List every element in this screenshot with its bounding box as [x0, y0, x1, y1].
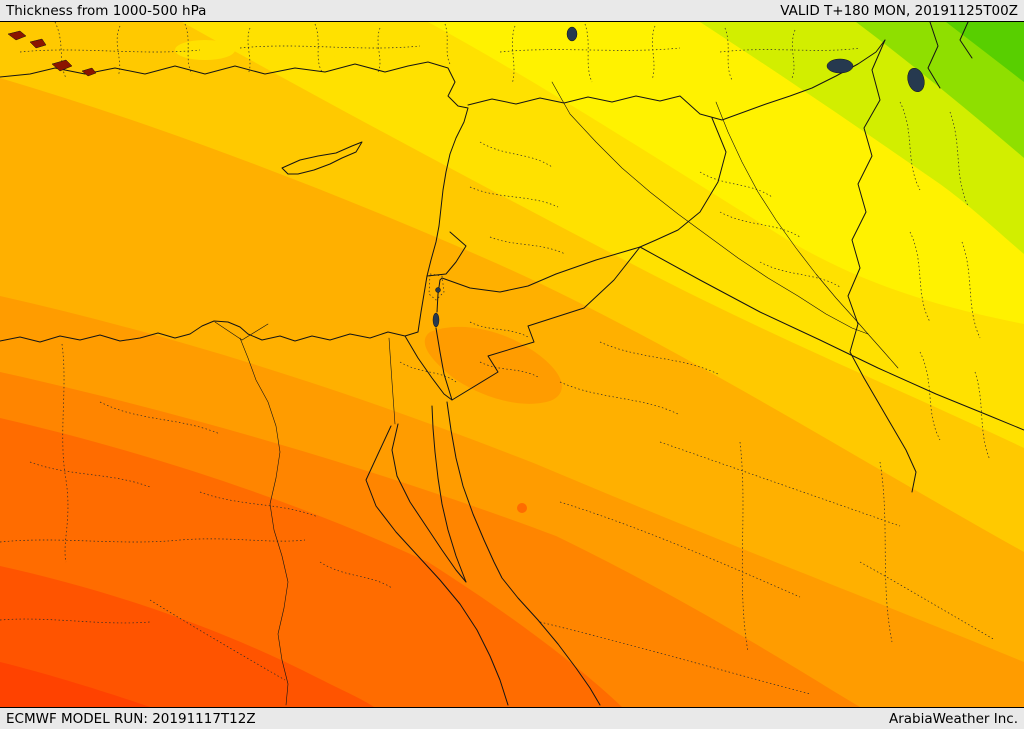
river-shatt-al-arab [867, 333, 899, 369]
lake-tuz [566, 26, 578, 42]
island-4 [81, 67, 97, 77]
cool-pocket-anatolia-2 [310, 56, 354, 72]
warm-spot-red-sea [517, 503, 527, 513]
footer-bar: ECMWF MODEL RUN: 20191117T12Z ArabiaWeat… [0, 707, 1024, 729]
border-caucasus-1 [927, 22, 941, 89]
thickness-bands [0, 22, 1024, 707]
model-run-label: ECMWF MODEL RUN: 20191117T12Z [6, 710, 256, 727]
coast-cyprus [281, 141, 363, 175]
border-israel-jordan [435, 277, 453, 401]
border-egypt-israel [404, 335, 453, 401]
coast-aqaba-saudi [446, 401, 601, 706]
water-bodies [432, 26, 925, 328]
border-turkey-syria-iraq [467, 39, 886, 121]
border-iraq-iran [847, 39, 917, 493]
river-nile-delta-east [241, 323, 269, 341]
river-nile-delta-west [214, 321, 243, 341]
coastlines [0, 61, 601, 706]
border-jordan-saudi [451, 246, 641, 401]
island-2 [29, 38, 47, 49]
sea-of-galilee [435, 287, 441, 293]
coast-gulf-of-suez-west [365, 425, 509, 706]
country-borders [404, 22, 1024, 493]
border-lebanon [426, 231, 467, 277]
river-tigris [715, 101, 869, 335]
border-jordan-iraq [555, 246, 641, 275]
thickness-band-deep-green [946, 22, 1024, 82]
dead-sea [432, 312, 440, 328]
thickness-band-red [0, 566, 374, 707]
thickness-band-deep-red [0, 662, 150, 707]
island-rhodes [51, 59, 73, 72]
lake-van [826, 58, 854, 74]
river-nile [239, 337, 289, 706]
cool-pocket-anatolia-1 [175, 40, 235, 60]
admin-boundaries [0, 22, 996, 695]
rivers [214, 81, 899, 706]
header-bar: Thickness from 1000-500 hPa VALID T+180 … [0, 0, 1024, 22]
lake-urmia [907, 67, 925, 93]
suez-canal [388, 337, 396, 425]
coast-turkey-levant-egypt [0, 61, 469, 343]
coast-sinai-west [391, 423, 467, 583]
island-1 [7, 30, 27, 41]
coast-sinai-east [431, 405, 467, 583]
border-iraq-saudi [639, 246, 1024, 431]
border-syria-iraq [639, 117, 727, 248]
map-canvas [0, 22, 1024, 707]
brand-label: ArabiaWeather Inc. [888, 710, 1018, 727]
thickness-map [0, 22, 1024, 707]
border-caucasus-2 [959, 22, 973, 59]
thickness-band-green [856, 22, 1024, 158]
valid-time-label: VALID T+180 MON, 20191125T00Z [780, 2, 1018, 19]
border-syria-jordan [441, 273, 557, 293]
river-euphrates [551, 81, 869, 335]
islands [7, 30, 97, 77]
map-title: Thickness from 1000-500 hPa [6, 2, 207, 19]
